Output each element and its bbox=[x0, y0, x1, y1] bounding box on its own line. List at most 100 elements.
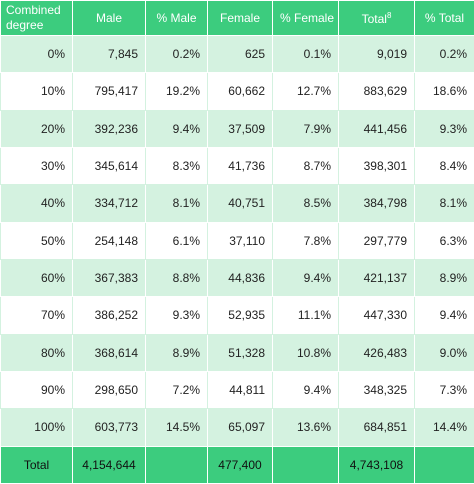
table-cell: 0.1% bbox=[272, 34, 339, 74]
table-cell: 30% bbox=[0, 146, 73, 186]
table-cell: 40% bbox=[0, 184, 73, 223]
header-cell: Combined degree bbox=[0, 0, 73, 36]
table-cell: 254,148 bbox=[72, 221, 146, 260]
table-cell: 0.2% bbox=[414, 34, 474, 74]
table-cell: 421,137 bbox=[338, 258, 415, 298]
table-cell: 50% bbox=[0, 221, 73, 260]
table-cell: 368,614 bbox=[72, 333, 146, 372]
table-cell: 8.3% bbox=[145, 146, 208, 186]
table-cell: 441,456 bbox=[338, 109, 415, 148]
table-cell: 18.6% bbox=[414, 72, 474, 111]
header-cell: % Female bbox=[272, 0, 339, 36]
data-row: 80% 368,614 8.9% 51,328 10.8% 426,483 9.0% bbox=[0, 333, 474, 372]
table-cell: 20% bbox=[0, 109, 73, 148]
data-row: 70% 386,252 9.3% 52,935 11.1% 447,330 9.4% bbox=[0, 296, 474, 335]
table-cell: 9.4% bbox=[414, 296, 474, 335]
header-text: Female bbox=[219, 11, 260, 25]
data-row: 60% 367,383 8.8% 44,836 9.4% 421,137 8.9% bbox=[0, 258, 474, 298]
table-cell: 7.9% bbox=[272, 109, 339, 148]
table-cell: 51,328 bbox=[207, 333, 273, 372]
header-cell: Female bbox=[207, 0, 273, 36]
table-cell: 392,236 bbox=[72, 109, 146, 148]
data-row: 30% 345,614 8.3% 41,736 8.7% 398,301 8.4% bbox=[0, 146, 474, 186]
table-cell: 80% bbox=[0, 333, 73, 372]
data-row: 10% 795,417 19.2% 60,662 12.7% 883,629 18.6% bbox=[0, 72, 474, 111]
table-cell: 625 bbox=[207, 34, 273, 74]
table-cell: 7.3% bbox=[414, 370, 474, 410]
table-cell: 37,509 bbox=[207, 109, 273, 148]
table-cell: 52,935 bbox=[207, 296, 273, 335]
table-cell: 37,110 bbox=[207, 221, 273, 260]
table-cell: 298,650 bbox=[72, 370, 146, 410]
table-cell: 8.4% bbox=[414, 146, 474, 186]
table-cell: 6.1% bbox=[145, 221, 208, 260]
table-cell: 348,325 bbox=[338, 370, 415, 410]
table-cell: 12.7% bbox=[272, 72, 339, 111]
total-cell: Total bbox=[0, 445, 73, 484]
table-cell: 10% bbox=[0, 72, 73, 111]
table-cell: 8.7% bbox=[272, 146, 339, 186]
data-row: 20% 392,236 9.4% 37,509 7.9% 441,456 9.3% bbox=[0, 109, 474, 148]
data-row: 90% 298,650 7.2% 44,811 9.4% 348,325 7.3% bbox=[0, 370, 474, 410]
table-cell: 14.4% bbox=[414, 408, 474, 447]
table-cell: 14.5% bbox=[145, 408, 208, 447]
table-cell: 367,383 bbox=[72, 258, 146, 298]
header-cell: Male bbox=[72, 0, 146, 36]
table-cell: 426,483 bbox=[338, 333, 415, 372]
total-cell: 477,400 bbox=[207, 445, 273, 484]
header-text: Total bbox=[361, 11, 387, 26]
data-row: 40% 334,712 8.1% 40,751 8.5% 384,798 8.1% bbox=[0, 184, 474, 223]
total-row: Total 4,154,644 477,400 4,743,108 bbox=[0, 445, 474, 484]
total-cell: 4,154,644 bbox=[72, 445, 146, 484]
table-cell: 70% bbox=[0, 296, 73, 335]
table-cell: 8.9% bbox=[145, 333, 208, 372]
empty-cell bbox=[145, 445, 208, 484]
table-cell: 65,097 bbox=[207, 408, 273, 447]
table-cell: 447,330 bbox=[338, 296, 415, 335]
table-cell: 0% bbox=[0, 34, 73, 74]
table-cell: 9.4% bbox=[272, 258, 339, 298]
table-cell: 795,417 bbox=[72, 72, 146, 111]
data-row: 50% 254,148 6.1% 37,110 7.8% 297,779 6.3% bbox=[0, 221, 474, 260]
header-cell: Total8 bbox=[338, 0, 415, 36]
table-cell: 7,845 bbox=[72, 34, 146, 74]
table-cell: 9.0% bbox=[414, 333, 474, 372]
table-cell: 334,712 bbox=[72, 184, 146, 223]
table-cell: 7.2% bbox=[145, 370, 208, 410]
table-cell: 44,811 bbox=[207, 370, 273, 410]
table-cell: 0.2% bbox=[145, 34, 208, 74]
table-cell: 297,779 bbox=[338, 221, 415, 260]
table-cell: 13.6% bbox=[272, 408, 339, 447]
table-cell: 60,662 bbox=[207, 72, 273, 111]
empty-cell bbox=[414, 445, 474, 484]
table-cell: 684,851 bbox=[338, 408, 415, 447]
table-cell: 19.2% bbox=[145, 72, 208, 111]
table-body: 0% 7,845 0.2% 625 0.1% 9,019 0.2% 10% 795,417 19.… bbox=[0, 34, 474, 484]
table-cell: 9.4% bbox=[272, 370, 339, 410]
data-row: 100% 603,773 14.5% 65,097 13.6% 684,851 14.4% bbox=[0, 408, 474, 447]
table-cell: 345,614 bbox=[72, 146, 146, 186]
table-cell: 8.1% bbox=[414, 184, 474, 223]
table-cell: 8.1% bbox=[145, 184, 208, 223]
table-cell: 11.1% bbox=[272, 296, 339, 335]
table-cell: 9.3% bbox=[145, 296, 208, 335]
table-cell: 384,798 bbox=[338, 184, 415, 223]
table-cell: 8.5% bbox=[272, 184, 339, 223]
table-cell: 6.3% bbox=[414, 221, 474, 260]
table-cell: 7.8% bbox=[272, 221, 339, 260]
total-cell: 4,743,108 bbox=[338, 445, 415, 484]
table-cell: 60% bbox=[0, 258, 73, 298]
empty-cell bbox=[272, 445, 339, 484]
table-cell: 9.4% bbox=[145, 109, 208, 148]
header-cell: % Male bbox=[145, 0, 208, 36]
header-text: Combined degree bbox=[6, 3, 61, 32]
header-row: Combined degree Male% Male Female% Female T… bbox=[0, 0, 474, 36]
table-cell: 9,019 bbox=[338, 34, 415, 74]
table-cell: 883,629 bbox=[338, 72, 415, 111]
table-cell: 90% bbox=[0, 370, 73, 410]
header-text: % Female bbox=[280, 11, 335, 25]
table-cell: 100% bbox=[0, 408, 73, 447]
header-text: Male bbox=[95, 11, 122, 25]
